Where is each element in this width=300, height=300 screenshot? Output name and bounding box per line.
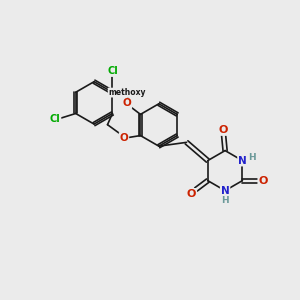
Text: H: H <box>248 153 256 162</box>
Text: O: O <box>258 176 268 186</box>
Text: N: N <box>238 156 247 166</box>
Text: O: O <box>219 125 228 135</box>
Text: N: N <box>221 186 230 196</box>
Text: methoxy: methoxy <box>108 88 146 97</box>
Text: O: O <box>120 133 128 143</box>
Text: Cl: Cl <box>107 66 118 76</box>
Text: H: H <box>221 196 229 205</box>
Text: Cl: Cl <box>50 114 61 124</box>
Text: O: O <box>187 189 196 199</box>
Text: O: O <box>123 98 131 108</box>
